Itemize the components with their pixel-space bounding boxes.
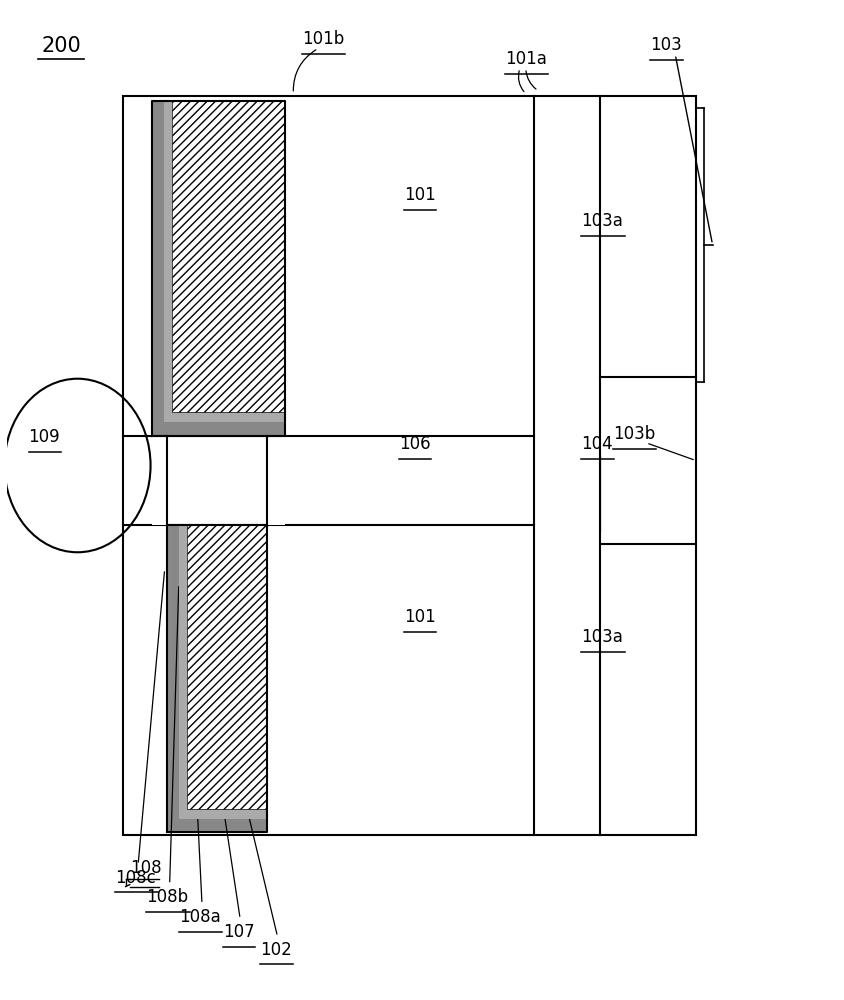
- Text: 109: 109: [29, 428, 60, 446]
- Bar: [152, 101, 285, 436]
- Bar: [164, 101, 285, 422]
- Text: 108a: 108a: [179, 908, 220, 926]
- Bar: [187, 525, 267, 809]
- Text: 103: 103: [650, 36, 682, 54]
- Bar: [152, 436, 167, 525]
- Text: 101b: 101b: [301, 30, 344, 48]
- Bar: [172, 101, 285, 412]
- Text: 103a: 103a: [582, 212, 623, 230]
- Text: 103a: 103a: [582, 628, 623, 646]
- Text: 108: 108: [130, 859, 161, 877]
- Text: 108b: 108b: [146, 888, 188, 906]
- Text: 105: 105: [180, 139, 211, 157]
- Text: 101a: 101a: [505, 50, 547, 68]
- Text: 108c: 108c: [115, 869, 155, 887]
- Text: 106: 106: [398, 435, 430, 453]
- Bar: [187, 525, 267, 809]
- Text: 200: 200: [42, 36, 82, 56]
- Bar: [123, 96, 696, 835]
- Bar: [167, 525, 267, 832]
- Text: 104: 104: [582, 435, 613, 453]
- Bar: [267, 436, 285, 525]
- Bar: [179, 525, 267, 819]
- Text: 101: 101: [403, 608, 436, 626]
- Text: 103b: 103b: [613, 425, 655, 443]
- Text: 102: 102: [260, 941, 292, 959]
- Bar: [172, 101, 285, 412]
- Text: 107: 107: [223, 923, 254, 941]
- Text: 101: 101: [403, 186, 436, 204]
